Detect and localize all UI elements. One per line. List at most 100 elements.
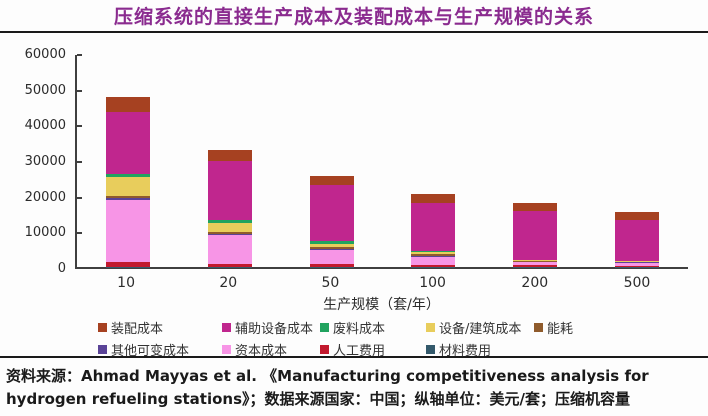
bar-column <box>179 55 281 267</box>
y-axis-tick-label: 30000 <box>24 154 66 169</box>
plot-area <box>75 55 688 269</box>
legend-swatch <box>320 323 329 332</box>
legend-item: 废料成本 <box>320 318 426 337</box>
x-axis-tick-label: 100 <box>419 275 446 291</box>
x-axis-tick-label: 500 <box>623 275 651 291</box>
bar-stack <box>105 96 150 267</box>
bar-segment <box>105 262 150 267</box>
x-axis-tick-label: 50 <box>321 275 340 291</box>
legend-item: 装配成本 <box>98 318 222 337</box>
x-axis-tick-label: 20 <box>219 275 238 291</box>
bar-segment <box>207 150 252 161</box>
bar-segment <box>105 177 150 197</box>
bar-segment <box>615 261 660 263</box>
x-axis-labels: 10 20 50 100 200 500 <box>75 275 688 291</box>
y-axis-tick-label: 20000 <box>24 189 66 205</box>
bar-segment <box>411 250 456 252</box>
bar-segment <box>411 193 456 203</box>
legend-swatch <box>98 323 107 332</box>
bar-column <box>77 55 179 267</box>
legend-label: 辅助设备成本 <box>235 322 314 337</box>
bar-column <box>586 55 688 267</box>
bar-segment <box>309 248 354 251</box>
source-note: 资料来源：Ahmad Mayyas et al. 《Manufacturing … <box>0 360 708 416</box>
legend-label: 废料成本 <box>333 322 386 337</box>
legend-label: 能耗 <box>547 322 574 337</box>
bar-segment <box>513 211 558 260</box>
y-axis-tick <box>77 232 82 235</box>
bar-segment <box>615 219 660 261</box>
bar-column <box>382 55 484 267</box>
bar-segment <box>411 264 456 267</box>
legend-label: 其他可变成本 <box>111 344 190 359</box>
bar-segment <box>309 243 354 248</box>
y-axis-tick <box>77 54 82 56</box>
bar-segment <box>105 111 150 175</box>
bar-segment <box>309 250 354 265</box>
bar-segment <box>615 260 660 262</box>
bar-segment <box>309 264 354 267</box>
bar-segment <box>105 96 150 112</box>
legend-label: 人工费用 <box>333 344 386 359</box>
bar-stack <box>513 202 558 267</box>
legend-swatch <box>98 345 107 354</box>
bar-segment <box>207 223 252 233</box>
bar-segment <box>615 265 660 267</box>
bar-segment <box>207 160 252 221</box>
y-axis-tick <box>77 196 82 199</box>
legend-item: 其他可变成本 <box>98 340 222 359</box>
bar-segment <box>615 211 660 220</box>
bar-segment <box>513 259 558 261</box>
legend-swatch <box>426 345 435 354</box>
legend-item: 辅助设备成本 <box>222 318 320 337</box>
legend-item: 材料费用 <box>426 340 534 359</box>
bar-segment <box>411 256 456 265</box>
y-axis-tick-label: 60000 <box>24 47 66 62</box>
bar-stack <box>411 193 456 267</box>
bar-stack <box>309 176 354 267</box>
legend-label: 设备/建筑成本 <box>439 322 522 337</box>
x-axis-title: 生产规模（套/年） <box>323 297 440 313</box>
x-axis-tick-label: 10 <box>117 275 135 291</box>
y-axis-tick-label: 40000 <box>24 118 66 134</box>
bar-segment <box>411 255 456 257</box>
bar-segment <box>411 254 456 256</box>
bar-segment <box>309 176 354 185</box>
bar-stack <box>615 211 660 267</box>
bar-segment <box>105 174 150 178</box>
bar-segment <box>105 199 150 263</box>
chart-title: 压缩系统的直接生产成本及装配成本与生产规模的关系 <box>113 6 594 28</box>
legend-label: 装配成本 <box>111 322 164 337</box>
y-axis-tick <box>77 89 82 92</box>
y-axis-tick-label: 50000 <box>24 82 66 98</box>
legend-item: 资本成本 <box>222 340 320 359</box>
y-axis-tick <box>77 161 82 163</box>
y-axis-tick-label: 10000 <box>24 225 66 241</box>
bar-segment <box>207 220 252 223</box>
stacked-bar-chart: 10 20 50 100 200 500 生产规模（套/年） 装配成本 辅助设备成本 废料成本… <box>0 35 708 359</box>
bar-segment <box>105 198 150 200</box>
bar-segment <box>513 261 558 266</box>
legend-label: 资本成本 <box>235 344 288 359</box>
bar-segment <box>105 196 150 199</box>
bar-segment <box>309 247 354 249</box>
legend-item: 人工费用 <box>320 340 426 359</box>
bar-segment <box>513 260 558 262</box>
x-axis-tick-label: 200 <box>521 275 549 291</box>
bar-segment <box>411 202 456 251</box>
bar-column <box>281 55 383 267</box>
bar-stack <box>207 150 252 267</box>
bar-segment <box>309 184 354 241</box>
bar-segment <box>207 232 252 234</box>
bar-segment <box>309 240 354 244</box>
legend-swatch <box>534 323 543 332</box>
chart-legend: 装配成本 辅助设备成本 废料成本 设备/建筑成本 能耗其他可变成本 资本成本 人工费用 材料费… <box>98 318 573 359</box>
bar-segment <box>513 202 558 212</box>
bar-segment <box>207 233 252 236</box>
y-axis-tick-label: 0 <box>57 261 66 276</box>
bar-segment <box>207 235 252 264</box>
title-block: 压缩系统的直接生产成本及装配成本与生产规模的关系 <box>0 0 708 33</box>
bar-segment <box>513 265 558 267</box>
bar-segment <box>615 262 660 266</box>
bar-segment <box>207 263 252 267</box>
